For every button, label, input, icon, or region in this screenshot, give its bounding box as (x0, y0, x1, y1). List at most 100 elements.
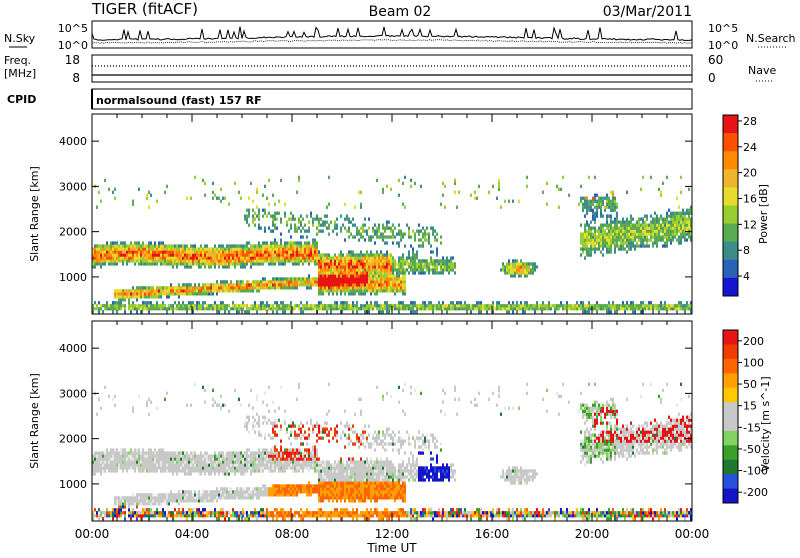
power-cell (336, 286, 338, 289)
power-cell (596, 241, 598, 244)
velocity-cell (212, 499, 214, 502)
velocity-cell (224, 517, 226, 520)
power-cell (236, 253, 238, 256)
power-cell (678, 304, 680, 307)
velocity-cell (234, 490, 236, 493)
power-cell (132, 200, 134, 203)
power-cell (666, 212, 668, 215)
power-cell (454, 265, 456, 268)
velocity-cell (102, 460, 104, 463)
power-cell (134, 241, 136, 244)
velocity-cell (112, 466, 114, 469)
power-cell (302, 253, 304, 256)
power-cell (676, 238, 678, 241)
power-cell (510, 274, 512, 277)
power-cell (118, 259, 120, 262)
velocity-cell (154, 454, 156, 457)
velocity-cell (150, 457, 152, 460)
velocity-cell (222, 469, 224, 472)
power-cell (188, 253, 190, 256)
power-cell (196, 253, 198, 256)
power-cell (368, 307, 370, 310)
velocity-cell (228, 472, 230, 475)
power-cell (228, 244, 230, 247)
power-cell (642, 176, 644, 179)
power-cell (270, 283, 272, 286)
power-cell (494, 307, 496, 310)
power-cell (198, 301, 200, 304)
power-cell (336, 289, 338, 292)
power-cell (128, 253, 130, 256)
power-cell (210, 289, 212, 292)
power-cell (94, 250, 96, 253)
velocity-cell (152, 502, 154, 505)
power-cell (320, 265, 322, 268)
velocity-cell (238, 496, 240, 499)
power-cell (318, 301, 320, 304)
power-cell (208, 262, 210, 265)
power-cell (160, 295, 162, 298)
velocity-cell (110, 454, 112, 457)
power-cell (670, 307, 672, 310)
power-cell (336, 218, 338, 221)
power-cell (250, 307, 252, 310)
power-cell (212, 286, 214, 289)
power-cell (592, 238, 594, 241)
power-cell (210, 256, 212, 259)
power-cell (374, 289, 376, 292)
power-cell (138, 241, 140, 244)
power-cell (148, 206, 150, 209)
power-cell (428, 241, 430, 244)
power-cell (138, 250, 140, 253)
power-cell (424, 233, 426, 236)
power-cell (152, 250, 154, 253)
power-cell (604, 209, 606, 212)
power-cell (306, 230, 308, 233)
power-cell (180, 250, 182, 253)
power-cell (466, 307, 468, 310)
velocity-cell (154, 499, 156, 502)
power-cell (450, 262, 452, 265)
power-cell (102, 250, 104, 253)
power-cell (312, 253, 314, 256)
power-cell (442, 256, 444, 259)
power-cell (666, 218, 668, 221)
power-cell (172, 286, 174, 289)
velocity-cell (186, 472, 188, 475)
velocity-cell (244, 422, 246, 425)
velocity-cell (112, 451, 114, 454)
power-cell (624, 221, 626, 224)
power-cell (610, 224, 612, 227)
velocity-cell (138, 493, 140, 496)
power-cell (394, 274, 396, 277)
power-cell (174, 307, 176, 310)
power-cell (286, 286, 288, 289)
power-cell (266, 247, 268, 250)
velocity-cell (152, 499, 154, 502)
power-cell (324, 283, 326, 286)
power-cell (218, 289, 220, 292)
power-cell (266, 283, 268, 286)
velocity-cell (106, 463, 108, 466)
power-cell (420, 265, 422, 268)
power-cell (386, 271, 388, 274)
power-cell (596, 206, 598, 209)
power-cell (630, 215, 632, 218)
power-cell (384, 277, 386, 280)
power-cell (362, 286, 364, 289)
power-cell (648, 230, 650, 233)
velocity-cell (220, 511, 222, 514)
power-cell (270, 307, 272, 310)
velocity-cell (136, 496, 138, 499)
power-cell (484, 307, 486, 310)
power-cell (604, 224, 606, 227)
velocity-cell (240, 451, 242, 454)
power-cell (582, 310, 584, 313)
power-cell (332, 230, 334, 233)
power-cell (504, 268, 506, 271)
velocity-cell (220, 407, 222, 410)
power-cell (192, 253, 194, 256)
power-cell (372, 265, 374, 268)
velocity-cell (144, 466, 146, 469)
power-cell (286, 256, 288, 259)
